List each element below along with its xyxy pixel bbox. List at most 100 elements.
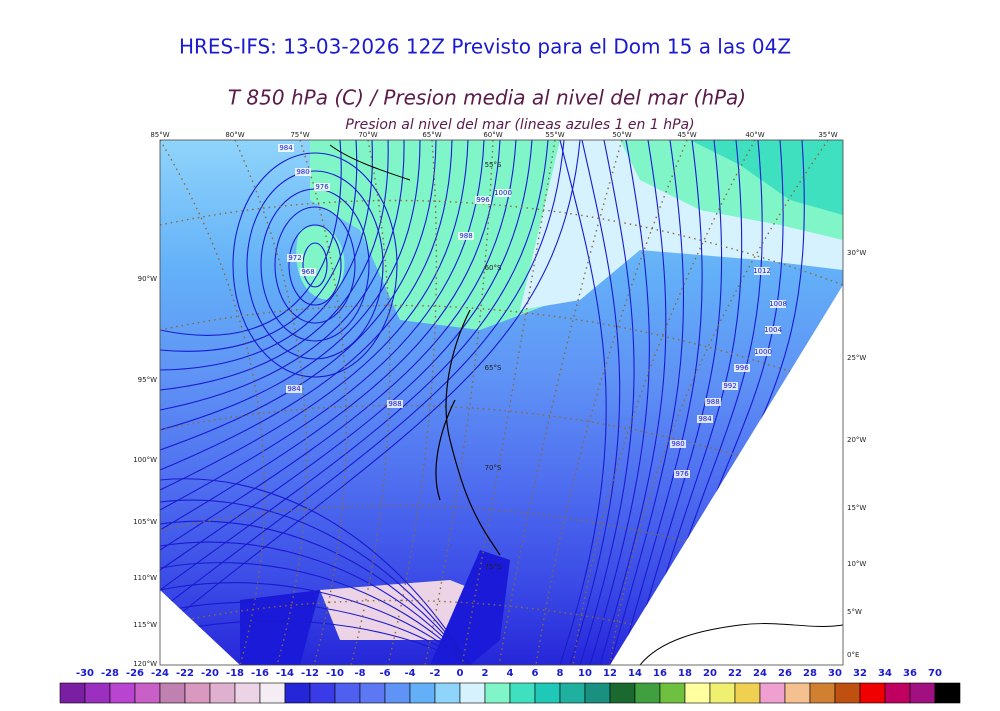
colorbar-label: 30 [828,668,842,679]
isobar-label: 980 [296,168,309,176]
colorbar-box [509,682,536,704]
lon-label: 10°W [847,560,866,568]
isobar-label: 972 [288,254,301,262]
colorbar-label: -4 [404,668,415,679]
colorbar-box [184,682,211,704]
lon-label: 20°W [847,436,866,444]
map-field [160,140,843,665]
lon-label: 100°W [133,456,157,464]
isobar-label: 984 [287,385,301,393]
colorbar-label: 34 [878,668,892,679]
colorbar-label: -24 [151,668,169,679]
lon-label: 95°W [138,376,157,384]
lon-label: 65°W [422,131,441,139]
isobar-label-bg [722,382,738,390]
colorbar-box [609,682,636,704]
isobar [246,170,384,360]
colorbar-label: 36 [903,668,917,679]
map-frame [159,139,844,666]
isobar-label: 1008 [769,300,787,308]
isobar-label: 968 [301,268,314,276]
colorbar-box [559,682,586,704]
isobar-label-bg [754,267,770,275]
title: HRES-IFS: 13-03-2026 12Z Previsto para e… [179,35,791,59]
isobar [569,140,621,665]
isobar [579,140,635,665]
colorbar-label: -20 [201,668,219,679]
isobar [160,140,565,611]
isobar-label: 992 [723,382,736,390]
graticule [160,140,843,665]
lat-label: 70°S [485,464,502,472]
colorbar-label: 24 [753,668,767,679]
isobar [160,140,453,471]
isobar [302,242,328,288]
colorbar-label: 0 [457,668,464,679]
colorbar-box [759,682,786,704]
isobar [232,152,398,378]
lon-label: 60°W [483,131,502,139]
note: Presion al nivel del mar (lineas azules … [345,117,694,133]
isobar [160,620,471,665]
isobar-label: 988 [459,232,472,240]
colorbar-box [809,682,836,704]
isobar [160,140,358,352]
isobar-label-bg [674,470,690,478]
isobar [559,140,607,665]
colorbar-box [59,682,86,704]
isobar [160,140,485,511]
warm-area [310,140,560,330]
colorbar-box [784,682,811,704]
lon-label: 70°W [358,131,377,139]
colorbar-label: 26 [778,668,792,679]
isobar [160,140,501,531]
colorbar-label: -30 [76,668,94,679]
lon-label: 120°W [133,660,157,668]
isobar [160,140,469,491]
isobar [160,478,471,665]
isobar [160,140,342,336]
colorbar-label: 6 [532,668,539,679]
colorbar-box [659,682,686,704]
colorbar-box [84,682,111,704]
isobar [589,140,650,665]
colorbar-box [309,682,336,704]
isobar [160,601,471,665]
colorbar-box [709,682,736,704]
colorbar-box [459,682,486,704]
lat-label: 75°S [485,563,502,571]
colorbar-label: 18 [678,668,692,679]
isobar-label: 1004 [764,326,782,334]
isobar [160,499,471,665]
isobar-label-bg [458,232,474,240]
colorbar-box [859,682,886,704]
isobar-label-bg [387,400,403,408]
meridian [498,140,623,665]
isobar [160,582,471,665]
lon-label: 15°W [847,504,866,512]
isobar-label-bg [697,415,713,423]
lon-label: 35°W [818,131,837,139]
isobar-label: 996 [476,196,490,204]
isobar-label-bg [734,364,750,372]
meridian [461,140,556,665]
colorbar-box [409,682,436,704]
isobar-label: 988 [706,398,719,406]
colorbar-label: -14 [276,668,294,679]
meridian [424,140,494,665]
lon-label: 0°E [847,651,859,659]
lon-label: 90°W [138,275,157,283]
colorbar-label: 28 [803,668,817,679]
isobar [160,541,471,665]
colorbar-box [284,682,311,704]
lon-label: 105°W [133,518,157,526]
colorbar-label: -16 [251,668,269,679]
lon-label: 40°W [745,131,764,139]
lon-label: 45°W [677,131,696,139]
meridian [160,140,266,665]
lon-label: 50°W [612,131,631,139]
colorbar-label: -6 [379,668,390,679]
isobar-label-bg [295,168,311,176]
colorbar-box [584,682,611,704]
lon-label: 115°W [133,621,157,629]
